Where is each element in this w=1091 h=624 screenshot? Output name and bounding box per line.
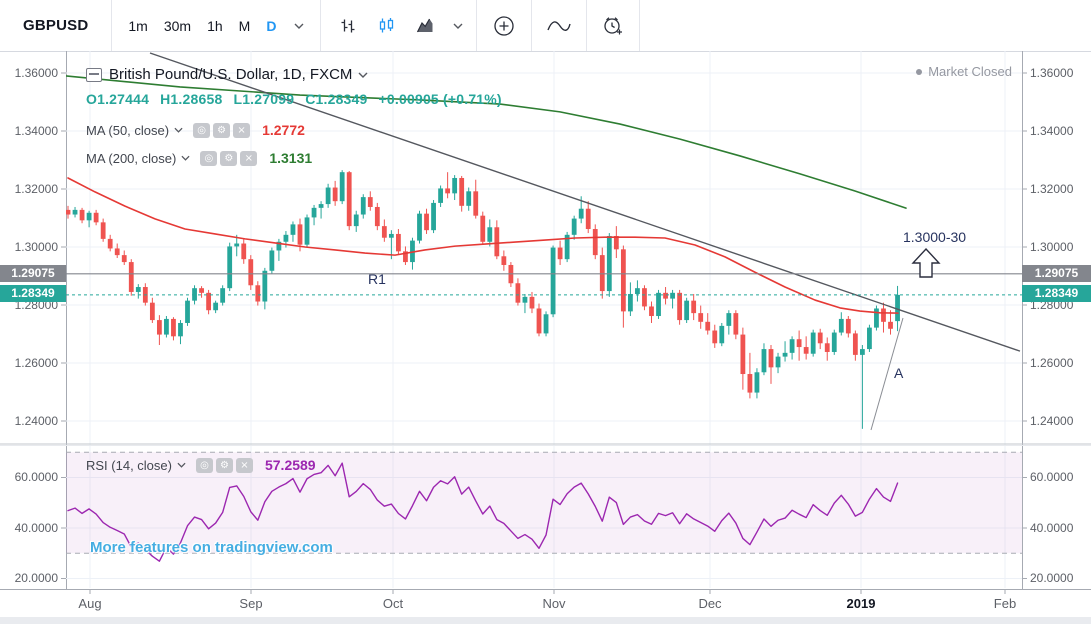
- ma50-label[interactable]: MA (50, close): [86, 122, 170, 138]
- ma50-eye-icon[interactable]: ◎: [193, 122, 211, 138]
- bottom-strip: [0, 617, 1091, 624]
- interval-button-1m[interactable]: 1m: [128, 17, 148, 34]
- interval-button-1M[interactable]: M: [238, 17, 251, 34]
- rsi-close-icon[interactable]: ×: [235, 457, 253, 473]
- bars-icon[interactable]: [334, 13, 360, 39]
- ma200-close-icon[interactable]: ×: [240, 150, 258, 166]
- annotation-target: 1.3000-30: [903, 229, 967, 245]
- last-price-tag: 1.28349: [1022, 285, 1091, 302]
- low-value: L1.27099: [233, 91, 295, 107]
- symbol-group: GBPUSD: [0, 0, 113, 51]
- candles-icon[interactable]: [373, 13, 399, 39]
- rsi-tick-label: 40.0000: [1030, 521, 1074, 535]
- price-tick-label: 1.24000: [1030, 414, 1074, 428]
- rsi-settings-gear-icon[interactable]: ⚙: [215, 457, 233, 473]
- rsi-tick-label: 20.0000: [14, 571, 58, 585]
- time-tick-label: Sep: [239, 596, 263, 611]
- ma50-legend: MA (50, close) ◎ ⚙ × 1.2772: [86, 122, 305, 138]
- last-price-tag: 1.28349: [0, 285, 66, 302]
- toolbar: GBPUSD 1m 30m 1h M D: [0, 0, 1091, 52]
- rsi-tick-label: 40.0000: [14, 521, 58, 535]
- time-tick-label: Feb: [993, 596, 1017, 611]
- compare-plus-icon[interactable]: [491, 13, 517, 39]
- ma50-chevron-down-icon[interactable]: [174, 127, 183, 133]
- open-value: O1.27444: [86, 91, 150, 107]
- price-tick-label: 1.36000: [14, 66, 58, 80]
- legend-chevron-down-icon[interactable]: [358, 72, 368, 78]
- ma200-chevron-down-icon[interactable]: [181, 155, 190, 161]
- tradingview-watermark[interactable]: More features on tradingview.com: [90, 539, 333, 556]
- chart-title[interactable]: British Pound/U.S. Dollar, 1D, FXCM: [109, 66, 353, 83]
- annotation-a: A: [894, 365, 904, 381]
- rsi-tick-label: 20.0000: [1030, 571, 1074, 585]
- market-status: Market Closed: [916, 64, 1012, 79]
- market-status-dot: [916, 68, 923, 75]
- ma50-close-icon[interactable]: ×: [233, 122, 251, 138]
- price-tick-label: 1.34000: [1030, 124, 1074, 138]
- price-tick-label: 1.30000: [1030, 240, 1074, 254]
- ma200-eye-icon[interactable]: ◎: [200, 150, 218, 166]
- interval-chevron-down-icon[interactable]: [294, 23, 304, 29]
- time-tick-label: Oct: [382, 596, 404, 611]
- symbol-legend: British Pound/U.S. Dollar, 1D, FXCM: [86, 66, 368, 83]
- interval-group: 1m 30m 1h M D: [112, 0, 322, 51]
- annotation-r1: R1: [368, 271, 386, 287]
- indicator-group: [532, 0, 588, 51]
- alert-group: [587, 0, 641, 51]
- rsi-legend: RSI (14, close) ◎ ⚙ × 57.2589: [86, 457, 316, 473]
- market-status-text: Market Closed: [928, 64, 1012, 79]
- rsi-tick-label: 60.0000: [14, 470, 58, 484]
- chart-style-group: [321, 0, 478, 51]
- symbol-name[interactable]: GBPUSD: [23, 17, 89, 34]
- change-value: +0.00905 (+0.71%): [378, 91, 502, 107]
- time-tick-label: Nov: [542, 596, 566, 611]
- ma200-legend: MA (200, close) ◎ ⚙ × 1.3131: [86, 150, 312, 166]
- price-tick-label: 1.36000: [1030, 66, 1074, 80]
- rsi-eye-icon[interactable]: ◎: [195, 457, 213, 473]
- high-value: H1.28658: [160, 91, 223, 107]
- price-tick-label: 1.32000: [14, 182, 58, 196]
- ma50-settings-gear-icon[interactable]: ⚙: [213, 122, 231, 138]
- price-tick-label: 1.26000: [1030, 356, 1074, 370]
- ma200-settings-gear-icon[interactable]: ⚙: [220, 150, 238, 166]
- resistance-price-tag: 1.29075: [1022, 265, 1091, 282]
- rsi-value: 57.2589: [264, 457, 316, 473]
- rsi-tick-label: 60.0000: [1030, 470, 1074, 484]
- price-tick-label: 1.26000: [14, 356, 58, 370]
- interval-button-1h[interactable]: 1h: [207, 17, 223, 34]
- rsi-label[interactable]: RSI (14, close): [86, 457, 172, 473]
- rsi-chevron-down-icon[interactable]: [177, 462, 186, 468]
- close-value: C1.28349: [305, 91, 368, 107]
- price-tick-label: 1.34000: [14, 124, 58, 138]
- ma200-value: 1.3131: [269, 150, 313, 166]
- compare-group: [477, 0, 533, 51]
- interval-button-30m[interactable]: 30m: [163, 17, 192, 34]
- ma200-label[interactable]: MA (200, close): [86, 150, 177, 166]
- area-icon[interactable]: [412, 13, 438, 39]
- left-price-axis-border: [66, 51, 67, 617]
- price-tick-label: 1.30000: [14, 240, 58, 254]
- ohlc-readout: O1.27444 H1.28658 L1.27099 C1.28349 +0.0…: [86, 91, 502, 107]
- time-tick-label: Dec: [698, 596, 722, 611]
- collapse-legend-icon[interactable]: [86, 67, 102, 82]
- time-tick-label-year: 2019: [846, 596, 876, 611]
- alert-clock-icon[interactable]: [600, 13, 626, 39]
- time-tick-label: Aug: [78, 596, 102, 611]
- price-tick-label: 1.24000: [14, 414, 58, 428]
- line-tool-icon[interactable]: [546, 13, 572, 39]
- chart-style-chevron-down-icon[interactable]: [453, 23, 463, 29]
- time-axis[interactable]: Aug Sep Oct Nov Dec 2019 Feb: [0, 589, 1091, 618]
- interval-button-1D[interactable]: D: [266, 17, 277, 34]
- ma50-value: 1.2772: [262, 122, 305, 138]
- right-price-axis-border: [1022, 51, 1023, 617]
- price-tick-label: 1.32000: [1030, 182, 1074, 196]
- resistance-price-tag: 1.29075: [0, 265, 66, 282]
